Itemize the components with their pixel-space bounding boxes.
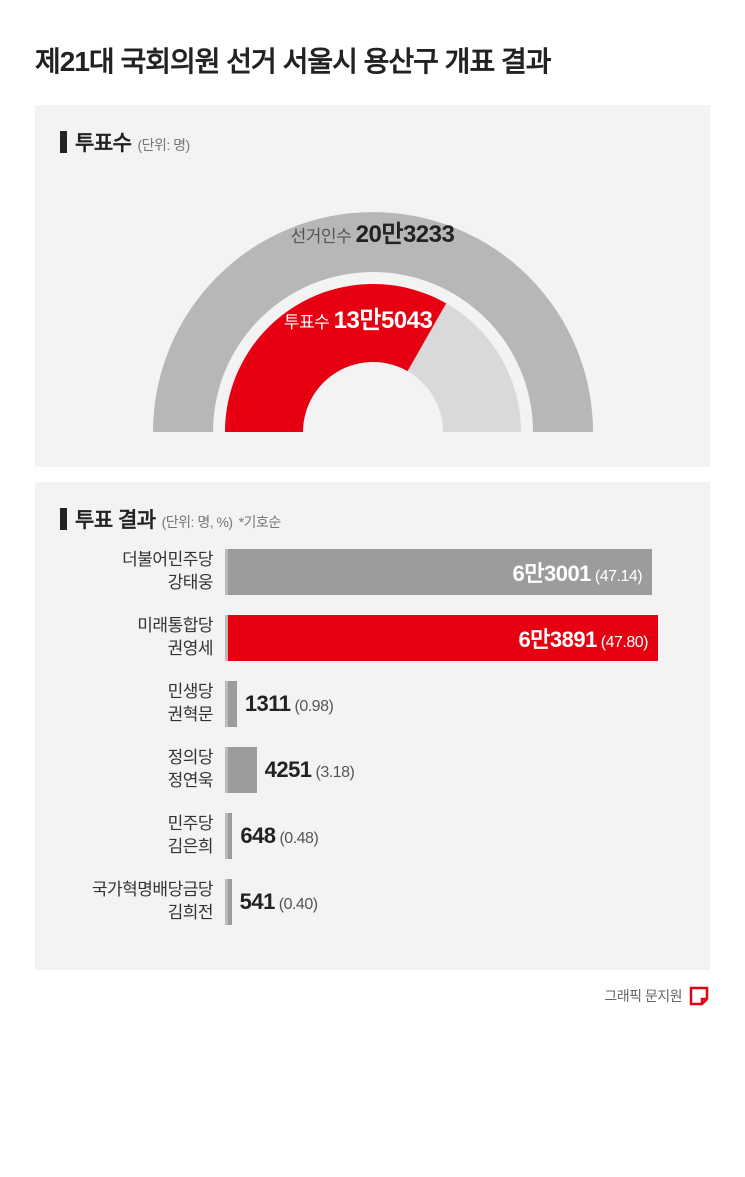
gauge-outer-prefix: 선거인수 — [291, 227, 352, 246]
bar-pct-value: (47.14) — [591, 568, 642, 585]
results-section: 투표 결과 (단위: 명, %) *기호순 더불어민주당강태웅 6만3001 (4… — [35, 482, 710, 970]
bar-main-value: 541 — [240, 889, 275, 914]
bar-party: 국가혁명배당금당 — [60, 879, 213, 902]
bar-track: 4251 (3.18) — [228, 747, 685, 793]
bar-candidate: 정연욱 — [60, 770, 213, 793]
section-bar-icon — [60, 131, 67, 153]
bar-main-value: 6만3891 — [518, 627, 596, 652]
bar-candidate: 권혁문 — [60, 704, 213, 727]
gauge-chart: 선거인수 20만3233 투표수 13만5043 — [133, 192, 613, 432]
credit-row: 그래픽 문지원 — [35, 985, 710, 1007]
gauge-outer-label: 선거인수 20만3233 — [291, 214, 455, 249]
gauge-outer-value: 20만3233 — [356, 221, 455, 248]
bar-main-value: 648 — [240, 823, 275, 848]
bar-pct-value: (3.18) — [312, 764, 355, 781]
bar-value: 541 (0.40) — [240, 889, 318, 915]
bar-fill: 6만3001 (47.14) — [228, 549, 652, 595]
bar-row: 민생당권혁문 1311 (0.98) — [60, 681, 685, 727]
bar-party: 민생당 — [60, 681, 213, 704]
bar-party: 민주당 — [60, 813, 213, 836]
results-unit: (단위: 명, %) — [162, 512, 233, 532]
bar-row: 민주당김은희 648 (0.48) — [60, 813, 685, 859]
bar-row: 미래통합당권영세 6만3891 (47.80) — [60, 615, 685, 661]
logo-icon — [688, 985, 710, 1007]
bar-track: 648 (0.48) — [228, 813, 685, 859]
results-note: *기호순 — [239, 512, 281, 532]
bar-value: 4251 (3.18) — [265, 757, 355, 783]
bar-label: 민생당권혁문 — [60, 681, 225, 727]
bar-pct-value: (47.80) — [597, 634, 648, 651]
results-title: 투표 결과 — [75, 504, 156, 534]
bar-row: 국가혁명배당금당김희전 541 (0.40) — [60, 879, 685, 925]
bar-pct-value: (0.98) — [291, 698, 334, 715]
bar-row: 정의당정연욱 4251 (3.18) — [60, 747, 685, 793]
bar-party: 미래통합당 — [60, 615, 213, 638]
bar-label: 정의당정연욱 — [60, 747, 225, 793]
bar-value: 648 (0.48) — [240, 823, 318, 849]
bar-fill: 6만3891 (47.80) — [228, 615, 658, 661]
bar-fill — [228, 813, 232, 859]
gauge-inner-prefix: 투표수 — [284, 313, 329, 332]
bar-label: 민주당김은희 — [60, 813, 225, 859]
bar-party: 정의당 — [60, 747, 213, 770]
bar-candidate: 김희전 — [60, 902, 213, 925]
bar-candidate: 강태웅 — [60, 572, 213, 595]
gauge-wrapper: 선거인수 20만3233 투표수 13만5043 — [60, 172, 685, 442]
bar-fill — [228, 879, 232, 925]
bar-value: 6만3001 (47.14) — [513, 556, 643, 588]
bar-track: 541 (0.40) — [228, 879, 685, 925]
bar-main-value: 6만3001 — [513, 561, 591, 586]
gauge-inner-value: 13만5043 — [334, 307, 433, 334]
bar-main-value: 4251 — [265, 757, 312, 782]
bar-label: 미래통합당권영세 — [60, 615, 225, 661]
bar-pct-value: (0.48) — [276, 830, 319, 847]
turnout-unit: (단위: 명) — [137, 135, 189, 155]
bar-value: 1311 (0.98) — [245, 691, 333, 717]
bar-label: 더불어민주당강태웅 — [60, 549, 225, 595]
turnout-section: 투표수 (단위: 명) 선거인수 20만3233 투표수 13만5043 — [35, 105, 710, 467]
results-header: 투표 결과 (단위: 명, %) *기호순 — [60, 504, 685, 534]
bar-row: 더불어민주당강태웅 6만3001 (47.14) — [60, 549, 685, 595]
gauge-inner-label: 투표수 13만5043 — [284, 300, 433, 335]
bar-fill — [228, 681, 237, 727]
bar-label: 국가혁명배당금당김희전 — [60, 879, 225, 925]
main-title: 제21대 국회의원 선거 서울시 용산구 개표 결과 — [35, 40, 710, 80]
credit-text: 그래픽 문지원 — [604, 986, 682, 1006]
bar-party: 더불어민주당 — [60, 549, 213, 572]
bar-track: 6만3001 (47.14) — [228, 549, 685, 595]
bar-track: 6만3891 (47.80) — [228, 615, 685, 661]
bar-value: 6만3891 (47.80) — [518, 622, 648, 654]
bar-candidate: 권영세 — [60, 638, 213, 661]
section-bar-icon — [60, 508, 67, 530]
bar-main-value: 1311 — [245, 691, 291, 716]
bar-fill — [228, 747, 257, 793]
bar-candidate: 김은희 — [60, 836, 213, 859]
turnout-header: 투표수 (단위: 명) — [60, 127, 685, 157]
bars-container: 더불어민주당강태웅 6만3001 (47.14) 미래통합당권영세 6만3891 (4… — [60, 549, 685, 925]
bar-track: 1311 (0.98) — [228, 681, 685, 727]
bar-pct-value: (0.40) — [275, 896, 318, 913]
turnout-title: 투표수 — [75, 127, 131, 157]
